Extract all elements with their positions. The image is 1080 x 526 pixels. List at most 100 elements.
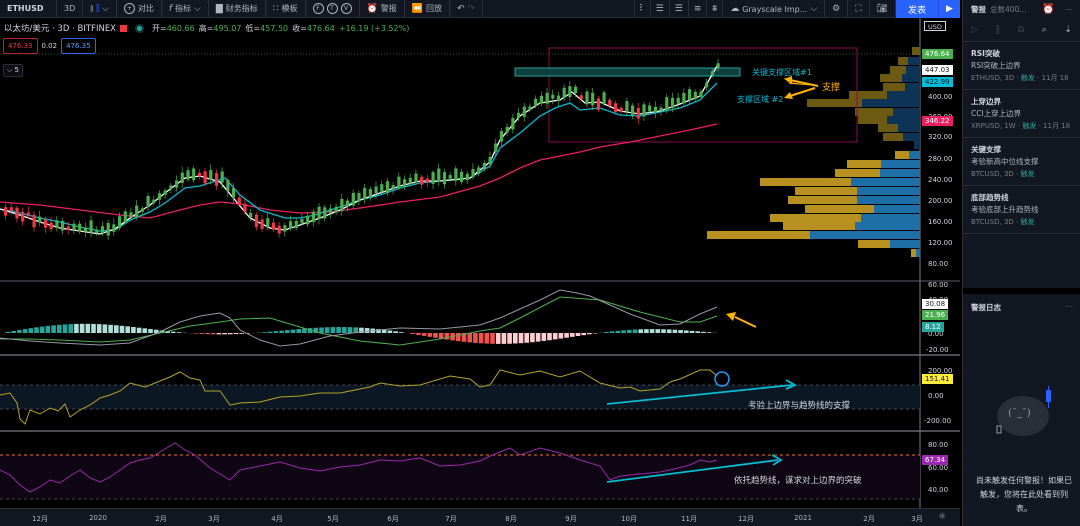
price-tick: 280.00 [928,155,953,163]
alert-symbol: ETHUSD, 3D [971,74,1015,82]
candles-icon: ⫿ [96,3,100,14]
alert-date: 11月 18 [1043,122,1071,130]
cci-tick: 0.00 [928,392,944,400]
play-button[interactable]: ▶ [938,0,960,18]
financials-button[interactable]: ▇ 财务指标 [209,0,266,17]
layout-tool-1[interactable]: ☰ [651,0,670,18]
time-tick: 12月 [738,515,754,523]
v-button[interactable]: V [340,3,352,14]
layout-tool-2[interactable]: ☰ [670,0,689,18]
plus-circle-icon: + [123,3,135,14]
alerts-count: 总数400... [990,4,1027,14]
high-label: 高= [198,23,214,33]
compare-button[interactable]: + 对比 [117,0,162,17]
time-tick: 11月 [681,515,697,523]
templates-label: 模板 [281,4,298,13]
more-icon[interactable]: ⋯ [1065,302,1074,311]
alert-log-empty-message: 尚未触发任何警报！如果已触发，您将在此处看到列表。 [976,476,1072,513]
cloud-icon: ☁ [730,4,740,14]
axis-settings-icon[interactable]: ☼ [937,512,947,522]
alert-item[interactable]: 关键支撑 考验新高中位线支撑 BTCUSD, 3D · 触发 [963,138,1080,186]
rsi-line [0,442,718,493]
ema-fast-tag: 447.03 [922,65,953,75]
time-tick: 12月 [32,515,48,523]
financials-label: 财务指标 [225,4,258,13]
alerts-title: 警报 [971,4,986,14]
alert-status: 触发 [1020,218,1035,226]
f-button[interactable]: F [312,3,324,14]
price-tick: 400.00 [928,93,953,101]
alert-log: 警报日志 ⋯ (¯_¯) 尚未触发任何警报！如果已触发，您将在此处看到列表。 [963,288,1080,526]
ema-mid-tag: 422.99 [922,77,953,87]
layout-tool-3[interactable]: ≡ [689,0,708,18]
last-price-tag: 476.64 [922,49,953,59]
ftv-group: F T V [306,0,360,17]
currency-label[interactable]: USD [924,21,946,31]
spread-value: 0.02 [41,42,58,50]
chart-type-button[interactable]: ⫾ ⫿ ⌵ [83,0,117,17]
indicators-button[interactable]: f 指标 ⌵ [162,0,209,17]
close-label: 收= [292,23,307,33]
settings-button[interactable]: ⚙ [825,0,849,18]
ema-slow-line [0,123,718,219]
time-tick: 6月 [387,515,399,523]
close-value: 476.64 [306,23,335,33]
replay-button[interactable]: ⏪ 回放 [405,0,450,17]
alert-item[interactable]: RSI突破 RSI突破上边界 ETHUSD, 3D · 触发 · 11月 18 [963,42,1080,90]
templates-button[interactable]: ∷ 模板 [266,0,306,17]
more-icon[interactable]: ⋯ [1064,4,1073,14]
chart-area[interactable]: 关键支撑区域#1 支撑区域 #2 支撑 考验上边界与趋势线的支撑 [0,18,960,508]
layout-select[interactable]: ☁ Grayscale Imp... ⌵ [723,0,826,18]
collapse-indicators-button[interactable]: ⌵ 5 [3,64,24,77]
add-alert-icon[interactable]: ⏰ [1042,3,1055,15]
fullscreen-button[interactable]: ⛶ [848,0,870,18]
ema-slow-tag: 346.22 [922,116,953,126]
open-value: 460.66 [166,23,195,33]
symbol-search-button[interactable]: ETHUSD [0,0,57,17]
search-icon[interactable]: ⌕ [1041,24,1047,35]
macd-tick: 60.00 [928,281,948,289]
chevron-down-icon: ⌵ [194,3,201,14]
redo-icon[interactable]: ↷ [467,3,476,14]
alert-status: 触发 [1022,122,1037,130]
interval-button[interactable]: 3D [57,0,84,17]
alert-item[interactable]: 上穿边界 CCI上穿上边界 XRPUSD, 1W · 触发 · 11月 18 [963,90,1080,138]
bar-chart-icon: ⫾ [90,3,94,14]
drag-handle[interactable]: ⠇ [634,0,651,18]
alert-meta: ETHUSD, 3D · 触发 · 11月 18 [971,74,1069,82]
publish-button[interactable]: 发表 [895,0,938,18]
snapshot-button[interactable]: 📷︎ [870,0,896,18]
t-button[interactable]: T [326,3,338,14]
copy-icon[interactable]: ⧉ [1017,24,1025,35]
play-icon[interactable]: ▷ [971,24,978,35]
price-tick: 240.00 [928,176,953,184]
compare-label: 对比 [137,4,154,13]
pause-icon[interactable]: ‖ [995,24,1001,35]
time-tick: 9月 [565,515,577,523]
alert-title: 上穿边界 [971,97,1001,106]
buy-button[interactable]: 476.35 [61,38,96,54]
chevron-down-icon: ⌵ [810,4,818,14]
time-axis[interactable]: 12月 2020 2月 3月 4月 5月 6月 7月 8月 9月 10月 11月… [0,508,960,526]
time-tick: 10月 [621,515,637,523]
alert-symbol: BTCUSD, 3D [971,218,1014,226]
high-value: 495.07 [213,23,242,33]
alert-meta: BTCUSD, 3D · 触发 [971,218,1035,226]
time-tick: 7月 [445,515,457,523]
alert-title: 关键支撑 [971,145,1001,154]
rewind-icon: ⏪ [411,3,423,14]
sell-button[interactable]: 476.33 [3,38,38,54]
annotation-support: 支撑 [822,81,840,93]
flag-icon[interactable] [120,24,128,32]
layout-tool-4[interactable]: ⩩ [707,0,724,18]
undo-redo-group: ↶ ↷ [450,0,484,17]
alert-button[interactable]: ⏰ 警报 [360,0,405,17]
sort-icon[interactable]: ⇣ [1064,24,1072,35]
play-icon: ▶ [946,4,953,14]
time-tick: 3月 [208,515,220,523]
chart-canvas[interactable]: 关键支撑区域#1 支撑区域 #2 支撑 考验上边界与趋势线的支撑 [0,18,960,508]
alert-item[interactable]: 底部趋势线 考验底部上升趋势线 BTCUSD, 3D · 触发 [963,186,1080,234]
gear-icon: ⚙ [832,4,841,14]
undo-icon[interactable]: ↶ [456,3,465,14]
